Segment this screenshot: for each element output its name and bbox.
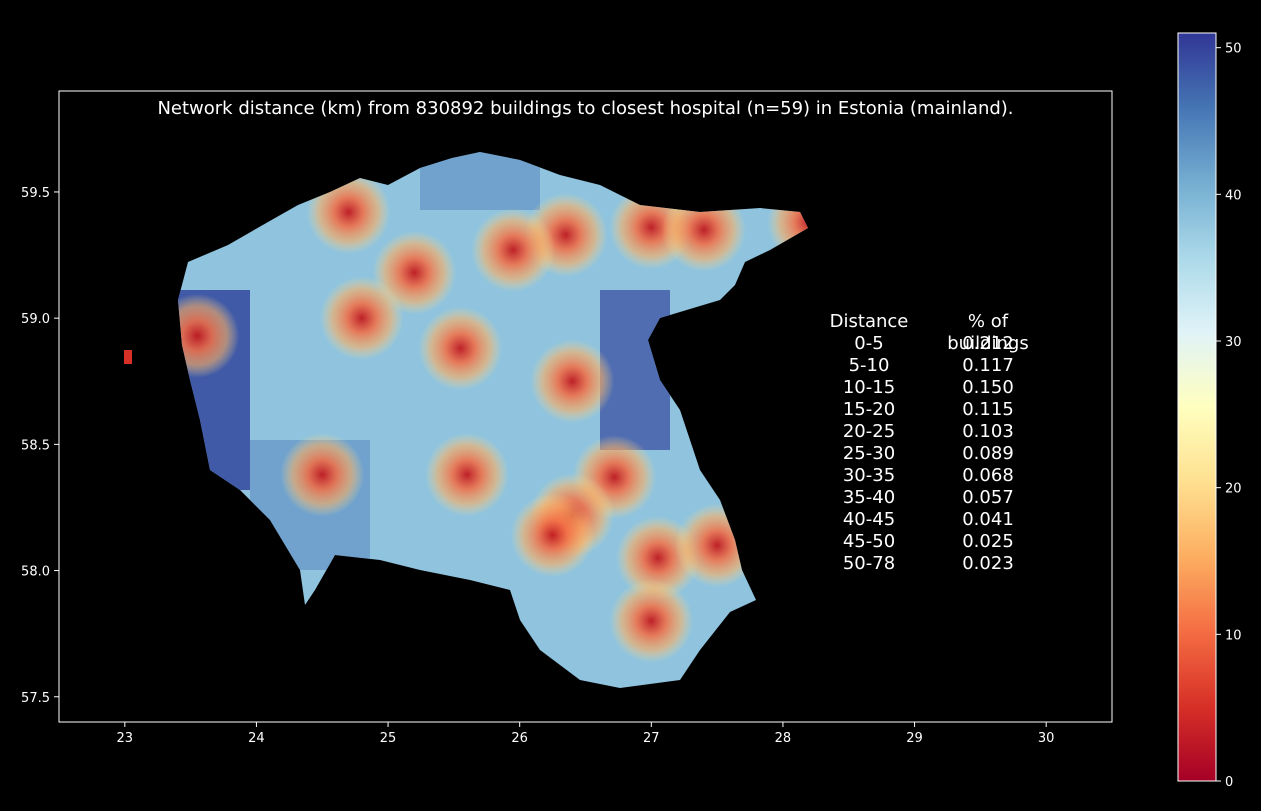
colorbar [1177,32,1217,782]
x-tick-label: 29 [906,731,923,746]
hospital-hotspot [609,579,694,664]
colorbar-tick-label: 20 [1225,482,1242,497]
building-share: 0.212 [962,333,1014,354]
x-tick-label: 30 [1038,731,1055,746]
table-row: 15-20 0.115 [810,399,1048,421]
building-share: 0.068 [962,465,1014,486]
table-row: 40-45 0.041 [810,509,1048,531]
colorbar-tick-label: 50 [1225,42,1242,57]
building-share: 0.117 [962,355,1014,376]
y-tick-label: 59.5 [21,186,50,201]
distance-range: 5-10 [848,355,890,376]
distance-range: 0-5 [854,333,884,354]
distance-range: 35-40 [842,487,896,508]
distance-range: 25-30 [842,443,896,464]
table-row: 35-40 0.057 [810,487,1048,509]
colorbar-tick-label: 0 [1225,775,1233,790]
x-tick-label: 23 [117,731,134,746]
distance-range: 50-78 [842,553,896,574]
y-tick-label: 58.0 [21,565,50,580]
table-row: 50-78 0.023 [810,553,1048,575]
distance-range: 20-25 [842,421,896,442]
x-tick-label: 27 [643,731,660,746]
table-row: 5-10 0.117 [810,355,1048,377]
hospital-hotspot [280,432,365,517]
colorbar-tick-label: 40 [1225,188,1242,203]
x-tick-label: 26 [511,731,528,746]
distance-range: 30-35 [842,465,896,486]
y-tick-label: 57.5 [21,691,50,706]
table-row: 20-25 0.103 [810,421,1048,443]
hospital-hotspot [418,306,503,391]
building-share: 0.089 [962,443,1014,464]
table-row: 0-5 0.212 [810,333,1048,355]
colorbar-axis: 0 10 20 30 40 50 [1216,42,1242,790]
hospital-hotspot [425,432,510,517]
table-header-share: % of buildings [947,311,1029,354]
x-tick-label: 25 [380,731,397,746]
chart-title: Network distance (km) from 830892 buildi… [157,98,1014,119]
distance-range: 10-15 [842,377,896,398]
island-fragment [124,350,132,364]
table-header-distance: Distance [829,311,909,332]
distance-range: 45-50 [842,531,896,552]
y-axis: 59.5 59.0 58.5 58.0 57.5 [21,186,59,706]
distance-share-table: Distance % of buildings 0-5 0.212 5-10 0.11… [810,311,1048,575]
building-share: 0.023 [962,553,1014,574]
hospital-hotspot [471,208,556,293]
distance-range: 40-45 [842,509,896,530]
table-row: 30-35 0.068 [810,465,1048,487]
distance-range: 15-20 [842,399,896,420]
x-axis: 23 24 25 26 27 28 29 30 [117,722,1055,746]
table-row: 10-15 0.150 [810,377,1048,399]
hospital-hotspot [319,276,404,361]
y-tick-label: 58.5 [21,438,50,453]
building-share: 0.103 [962,421,1014,442]
building-share: 0.150 [962,377,1014,398]
building-share: 0.115 [962,399,1014,420]
y-tick-label: 59.0 [21,312,50,327]
building-share: 0.057 [962,487,1014,508]
colorbar-tick-label: 10 [1225,628,1242,643]
x-tick-label: 24 [248,731,265,746]
x-tick-label: 28 [775,731,792,746]
building-share: 0.041 [962,509,1014,530]
hospital-hotspot [510,493,595,578]
building-share: 0.025 [962,531,1014,552]
hospital-hotspot [530,339,615,424]
table-row: 25-30 0.089 [810,443,1048,465]
hospital-hotspot [178,293,240,378]
table-row: 45-50 0.025 [810,531,1048,553]
colorbar-tick-label: 30 [1225,335,1242,350]
estonia-map [124,152,808,688]
